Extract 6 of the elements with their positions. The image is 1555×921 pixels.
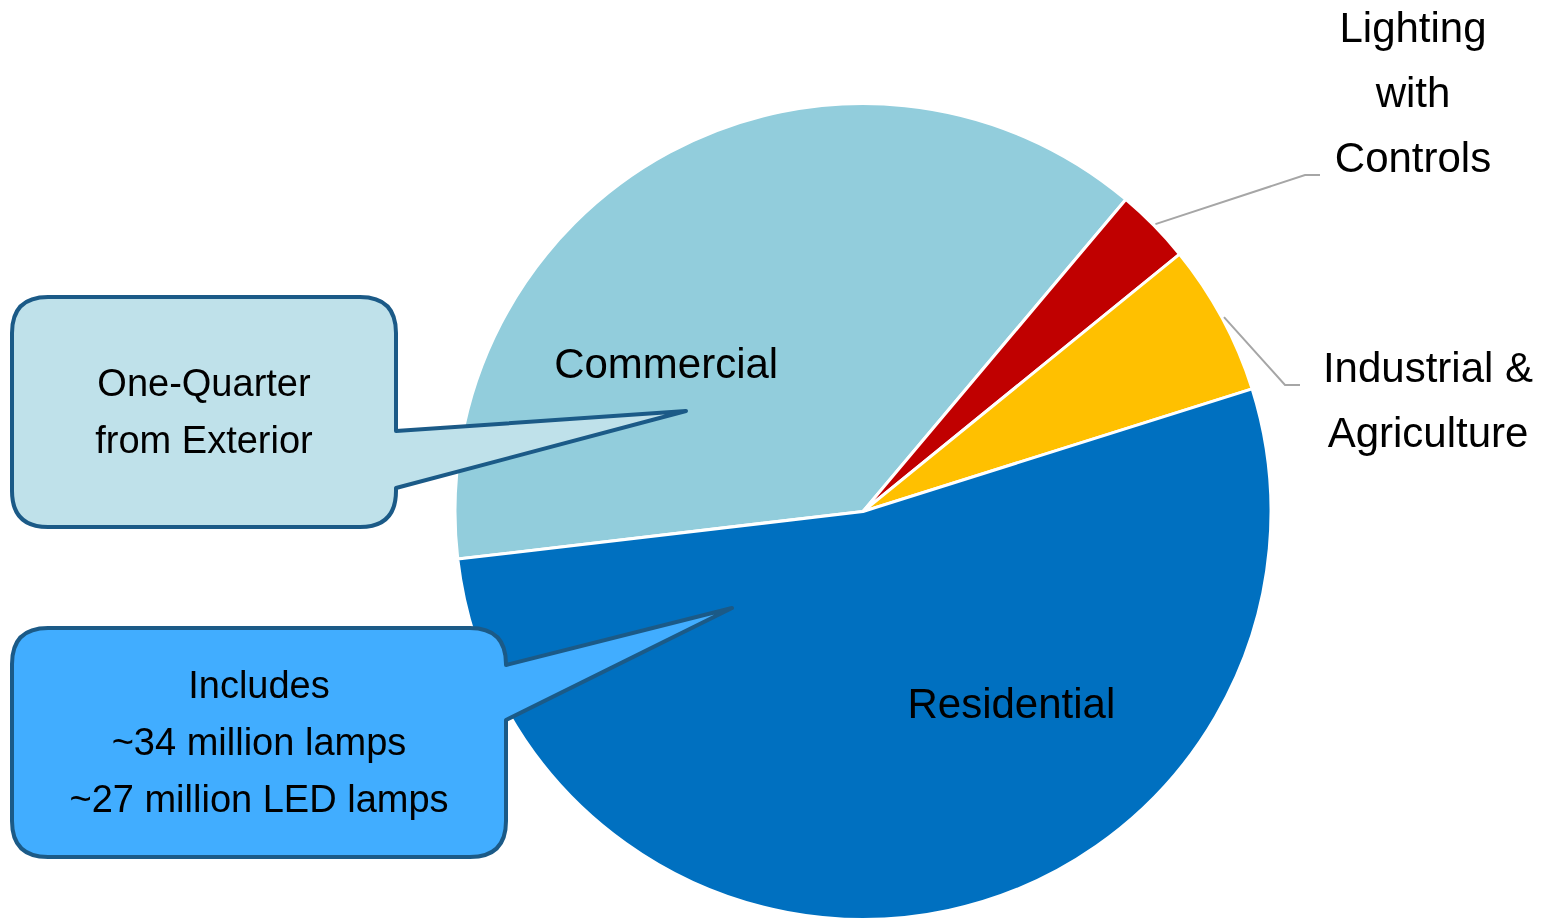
slice-label: Industrial & Agriculture: [1322, 343, 1534, 456]
slice-label: Commercial: [554, 339, 779, 387]
text: Includes ~34 million lamps ~27 million LED lamps: [68, 663, 450, 822]
text: One-Quarter from Exterior: [94, 361, 314, 463]
slice-label: Residential: [907, 679, 1116, 727]
slice-label: Lighting with Controls: [1334, 3, 1492, 181]
